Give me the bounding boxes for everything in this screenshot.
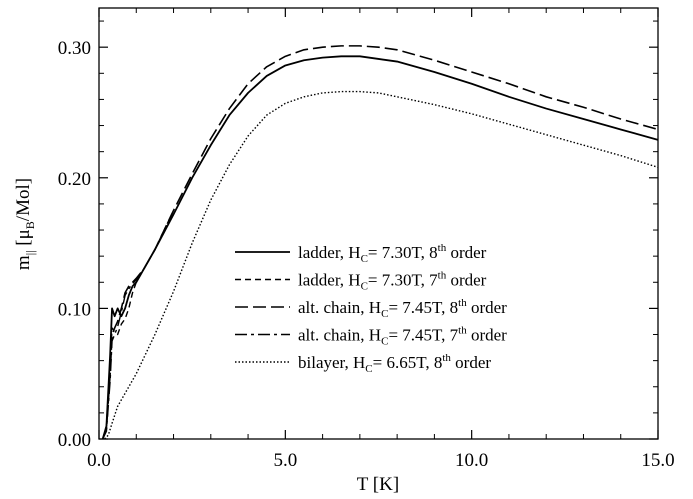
series-line-1 <box>101 55 659 440</box>
y-tick-label: 0.30 <box>58 38 91 59</box>
series-layer <box>101 45 659 440</box>
x-axis-label: T [K] <box>357 474 399 495</box>
x-tick-label: 10.0 <box>455 450 488 471</box>
legend-label-4: alt. chain, HC= 7.45T, 7th order <box>298 325 507 348</box>
legend-label-3: alt. chain, HC= 7.45T, 8th order <box>298 297 507 320</box>
legend-label-2: ladder, HC= 7.30T, 7th order <box>298 270 487 293</box>
y-tick-label: 0.10 <box>58 299 91 320</box>
tick-layer: 0.0 5.0 10.0 15.0 0.00 0.10 0.20 0.30 <box>58 8 675 471</box>
legend-label-1: ladder, HC= 7.30T, 8th order <box>298 242 487 265</box>
plot-frame <box>98 7 659 440</box>
x-tick-label: 0.0 <box>87 450 111 471</box>
legend-label-5: bilayer, HC= 6.65T, 8th order <box>298 352 491 375</box>
series-line-2 <box>102 214 175 440</box>
label-layer: T [K] m|| [μB/Mol] <box>13 178 399 495</box>
series-line-5 <box>104 90 659 440</box>
x-tick-label: 5.0 <box>273 450 297 471</box>
x-tick-label: 15.0 <box>641 450 674 471</box>
series-line-4 <box>102 210 175 440</box>
y-tick-label: 0.00 <box>58 430 91 451</box>
y-tick-label: 0.20 <box>58 169 91 190</box>
y-axis-label: m|| [μB/Mol] <box>13 178 37 270</box>
series-line-3 <box>101 45 659 440</box>
legend: ladder, HC= 7.30T, 8th order ladder, HC= … <box>235 242 507 375</box>
